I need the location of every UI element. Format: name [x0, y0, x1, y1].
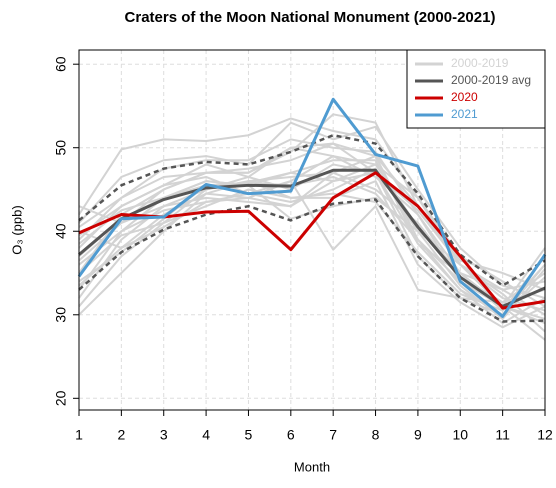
year-line [78, 180, 546, 329]
series-line [78, 168, 546, 308]
x-tick-label: 5 [245, 427, 253, 443]
x-tick-label: 1 [75, 427, 83, 443]
year-line [78, 155, 546, 325]
x-tick-label: 12 [537, 427, 553, 443]
x-tick-label: 2 [117, 427, 125, 443]
year-line [78, 180, 546, 304]
x-tick-label: 8 [372, 427, 380, 443]
y-tick-label: 60 [53, 56, 69, 72]
legend-label: 2020 [451, 90, 478, 104]
x-axis-label: Month [294, 459, 330, 474]
y-tick-label: 20 [53, 390, 69, 406]
year-line [78, 121, 546, 300]
x-tick-label: 3 [160, 427, 168, 443]
chart-title: Craters of the Moon National Monument (2… [125, 9, 496, 26]
plot-frame [78, 49, 546, 411]
y-axis-label: O₃ (ppb) [9, 205, 24, 254]
y-tick-label: 40 [53, 223, 69, 239]
x-tick-label: 7 [329, 427, 337, 443]
x-tick-label: 6 [287, 427, 295, 443]
y-tick-label: 30 [53, 307, 69, 323]
series-line [77, 97, 547, 318]
x-tick-label: 4 [202, 427, 210, 443]
y-tick-label: 50 [53, 140, 69, 156]
x-tick-label: 9 [414, 427, 422, 443]
sd-line [78, 198, 546, 323]
legend-label: 2021 [451, 107, 478, 121]
x-tick-label: 11 [495, 427, 510, 443]
legend-label: 2000-2019 [451, 56, 509, 70]
year-line [78, 188, 546, 312]
x-tick-label: 10 [452, 427, 468, 443]
legend-label: 2000-2019 avg [451, 73, 531, 87]
year-line [78, 180, 546, 320]
year-line [78, 163, 546, 291]
